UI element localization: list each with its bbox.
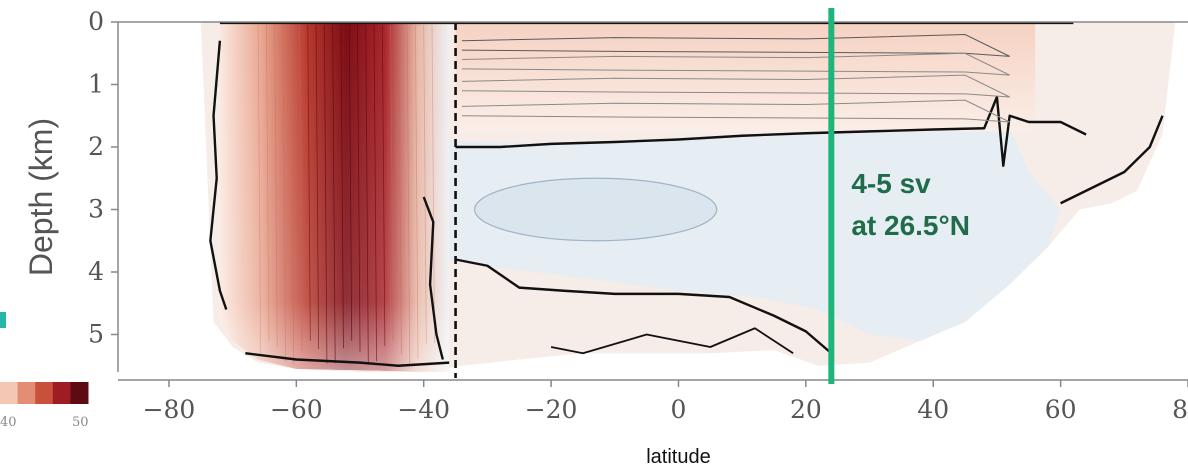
colorbar-swatch <box>17 382 36 404</box>
zero-contour-north <box>1060 115 1164 205</box>
southern-streak <box>365 25 369 365</box>
southern-streak <box>357 25 361 352</box>
y-tick-label: 2 <box>88 132 104 161</box>
upper-contour-1 <box>461 52 1010 76</box>
y-tick-label: 4 <box>88 257 104 286</box>
zero-contour-bottom <box>245 352 450 367</box>
zero-contour-upper <box>455 95 1087 167</box>
southern-streak <box>431 25 435 343</box>
southern-streak <box>373 25 377 362</box>
southern-streak <box>265 25 270 342</box>
y-tick-label: 0 <box>88 7 104 36</box>
x-axis-label: latitude <box>646 446 711 468</box>
southern-streak <box>415 25 419 359</box>
x-tick-label: −20 <box>525 395 578 424</box>
x-tick-label: 40 <box>917 395 949 424</box>
x-tick-label: −60 <box>270 395 323 424</box>
y-axis-label: Depth (km) <box>23 118 59 276</box>
southern-streak <box>406 25 411 366</box>
southern-streak <box>332 25 336 363</box>
southern-streak <box>282 25 286 362</box>
colorbar-swatch <box>35 382 54 404</box>
southern-streak <box>348 25 353 341</box>
x-tick-label: 80 <box>1172 395 1188 424</box>
southern-streak <box>290 25 295 365</box>
southern-streak <box>390 25 394 342</box>
zero-contour-west <box>209 40 228 310</box>
colorbar-tick-label: 50 <box>72 415 89 430</box>
colorbar-swatch <box>0 382 19 404</box>
y-tick-label: 1 <box>88 70 104 99</box>
contour-lines <box>209 22 1164 378</box>
annotation-latitude: at 26.5°N <box>851 210 970 241</box>
y-tick-label: 3 <box>88 195 104 224</box>
upper-contour-0 <box>461 33 1010 57</box>
southern-cell-shading <box>219 22 450 372</box>
x-tick-label: −80 <box>143 395 196 424</box>
upper-contour-2 <box>461 74 1010 98</box>
colorbar-swatch <box>70 382 89 404</box>
zero-contour-lower <box>455 258 833 355</box>
southern-streak <box>323 25 328 364</box>
colorbar-tick-label: 40 <box>0 415 17 430</box>
x-tick-label: −40 <box>397 395 450 424</box>
southern-streak <box>340 25 344 349</box>
southern-streak <box>423 25 427 344</box>
southern-streak <box>307 25 311 341</box>
annotation-transport: 4-5 sv <box>851 168 931 199</box>
southern-streak <box>274 25 278 347</box>
colorbar-swatch <box>52 382 71 404</box>
zero-contour-slope <box>422 196 444 360</box>
upper-positive-cell <box>455 23 1036 132</box>
southern-streak <box>398 25 402 355</box>
axes: 0 1 2 3 4 5 −80 −60 −40 −20 0 20 40 60 80 <box>88 7 1188 424</box>
x-tick-label: 20 <box>790 395 822 424</box>
left-edge-marker <box>0 312 6 328</box>
southern-streak <box>315 25 320 349</box>
southern-streak <box>381 25 386 346</box>
zero-contour-deep <box>550 327 794 355</box>
upper-contour-3 <box>461 99 1010 123</box>
y-tick-label: 5 <box>88 320 104 349</box>
colorbar <box>0 382 89 404</box>
southern-streak <box>257 25 262 354</box>
x-tick-label: 60 <box>1045 395 1077 424</box>
streamfunction-field <box>200 22 1176 372</box>
x-tick-label: 0 <box>671 395 687 424</box>
southern-streak <box>299 25 303 351</box>
deep-negative-core <box>474 177 718 242</box>
